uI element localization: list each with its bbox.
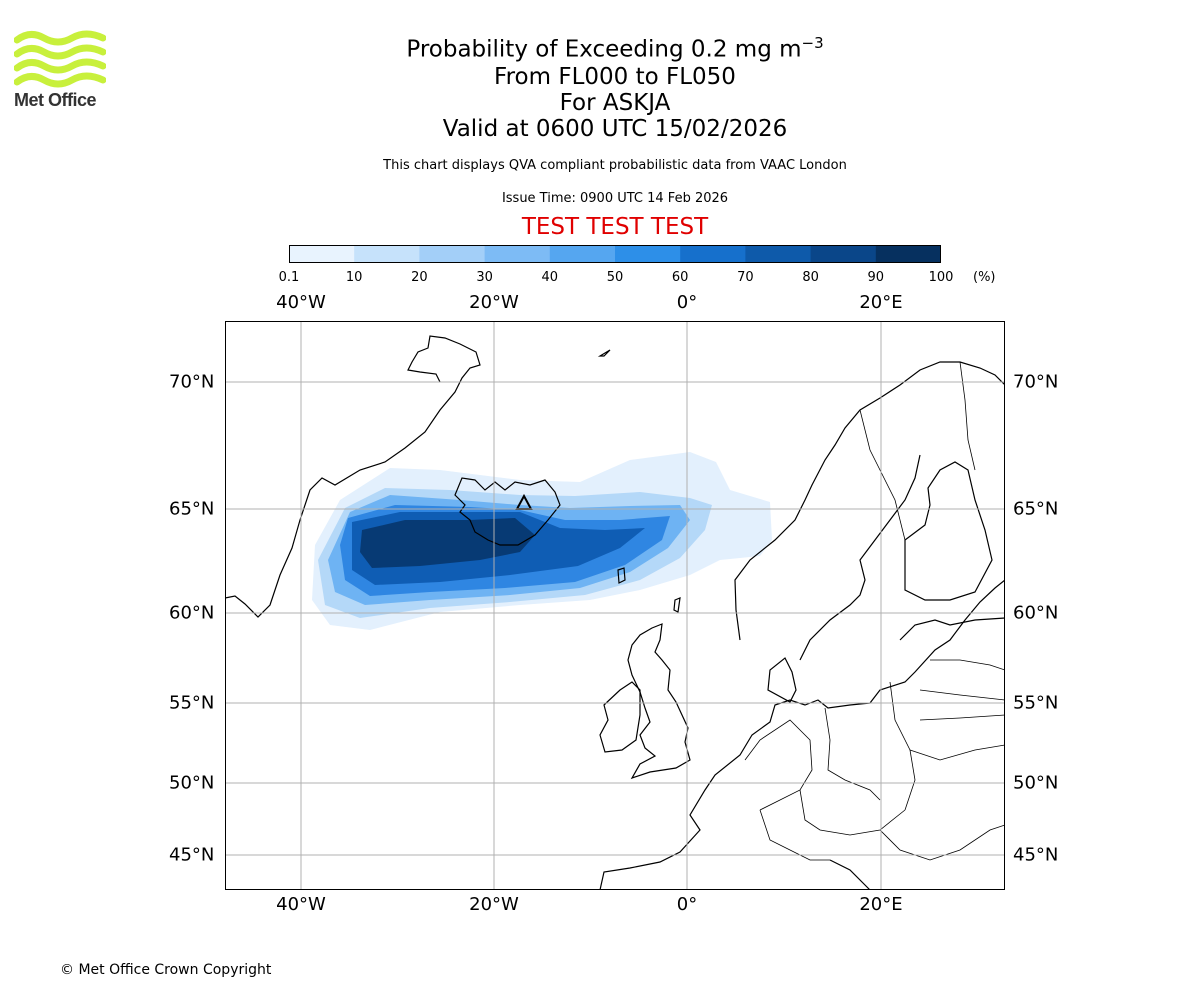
border [824,707,881,801]
logo-wave [14,58,106,74]
colorbar-tick-label: 90 [867,270,885,285]
colorbar-tick-label: 30 [476,270,493,285]
ireland-coast [599,681,641,753]
faroe-islands [617,567,626,584]
greenland-coast [225,335,481,618]
lat-label-left: 55°N [169,692,215,714]
colorbar-cell [680,245,746,263]
title-exponent: −3 [801,34,824,52]
border [909,744,1005,761]
italy-coast [829,859,871,890]
colorbar-cell [289,245,355,263]
great-britain-coast [627,623,691,780]
border [744,719,813,811]
colorbar-cell [745,245,812,263]
border [919,689,1005,701]
colorbar-tick-label: 60 [671,270,689,285]
border [959,361,976,471]
gridlines [225,321,1005,890]
volcano-name: For ASKJA [559,90,671,116]
lat-label-right: 50°N [1013,772,1059,794]
colorbar-cell [810,245,877,263]
border [799,789,906,836]
logo-wave [14,44,106,60]
lon-label-bottom: 20°E [859,894,903,915]
chart-description: This chart displays QVA compliant probab… [383,158,847,173]
colorbar-tick-label: 100 [928,270,954,285]
colorbar-tick-label: 20 [411,270,428,285]
colorbar-cell [354,245,420,263]
colorbar-cell [484,245,551,263]
title-text: Probability of Exceeding 0.2 mg m [406,36,802,63]
finland-coast [904,461,993,601]
shetland [673,597,681,613]
colorbar-frame [289,245,941,263]
chart-title: Probability of Exceeding 0.2 mg m−3 [0,30,1200,63]
border [759,809,830,861]
logo-text: Met Office [14,90,97,110]
colorbar-cell [615,245,681,263]
scandinavia-coast [734,361,1005,641]
lat-label-left: 65°N [169,498,215,520]
logo-wave [14,72,106,88]
sweden-coast [799,454,921,661]
lon-label-bottom: 0° [676,894,698,915]
lat-label-left: 50°N [169,772,215,794]
colorbar-tick-label: 50 [606,270,624,285]
colorbar-tick-label: 10 [345,270,363,285]
denmark-coast [767,657,797,703]
issue-time: Issue Time: 0900 UTC 14 Feb 2026 [501,191,729,206]
lon-label-bottom: 40°W [276,894,326,915]
lat-label-right: 55°N [1013,692,1059,714]
lat-label-right: 65°N [1013,498,1059,520]
lat-label-right: 45°N [1013,844,1059,866]
border [919,714,1005,721]
level-range: From FL000 to FL050 [494,64,736,90]
met-office-logo [14,30,106,88]
lon-label-top: 0° [676,292,698,313]
colorbar-unit: (%) [973,270,996,285]
lat-label-left: 60°N [169,602,215,624]
lat-label-left: 45°N [169,844,215,866]
colorbar-cell [549,245,616,263]
plume-band-max [360,518,535,568]
test-banner: TEST TEST TEST [521,214,709,240]
ash-plume [312,452,772,630]
lon-label-top: 40°W [276,292,326,313]
lon-label-bottom: 20°W [469,894,519,915]
lat-label-right: 70°N [1013,371,1059,393]
iceland-coast [454,477,561,546]
valid-time: Valid at 0600 UTC 15/02/2026 [442,116,788,142]
border [859,409,906,541]
lon-label-top: 20°E [859,292,903,313]
copyright: © Met Office Crown Copyright [60,962,272,978]
lat-label-left: 70°N [169,371,215,393]
lon-label-top: 20°W [469,292,519,313]
colorbar-tick-label: 40 [541,270,559,285]
colorbar-tick-label: 70 [737,270,754,285]
colorbar-tick-label: 80 [802,270,819,285]
lat-label-right: 60°N [1013,602,1059,624]
colorbar-tick-label: 0.1 [278,270,300,285]
colorbar [289,245,941,263]
baltic-coast [899,617,1005,641]
colorbar-cell [875,245,941,263]
colorbar-cell [419,245,486,263]
jan-mayen [597,349,611,357]
border [930,659,1005,671]
map-frame [225,321,1005,890]
logo-wave [14,30,106,46]
